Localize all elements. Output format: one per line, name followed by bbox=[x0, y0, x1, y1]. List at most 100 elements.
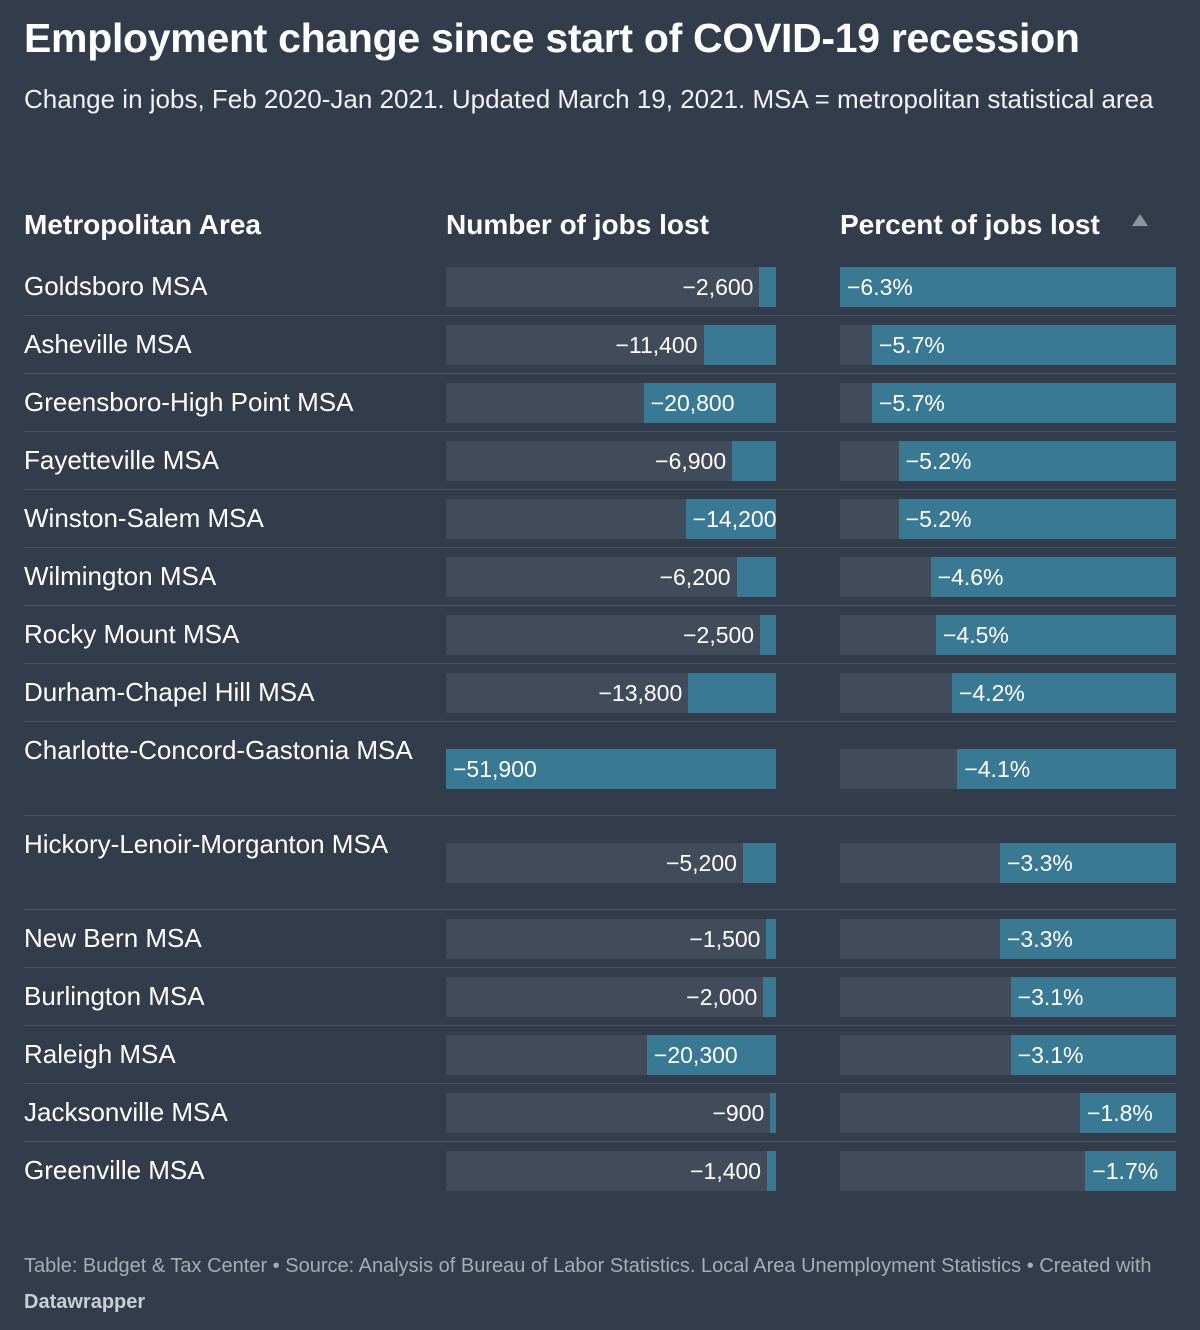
jobs-bar-track: −2,000 bbox=[446, 977, 776, 1017]
jobs-bar-track: −6,900 bbox=[446, 441, 776, 481]
pct-bar bbox=[1010, 1035, 1176, 1075]
jobs-bar-track: −1,400 bbox=[446, 1151, 776, 1191]
pct-value-label: −5.2% bbox=[905, 448, 972, 474]
jobs-value-label: −13,800 bbox=[598, 680, 683, 706]
row-divider bbox=[24, 1141, 1176, 1142]
footer: Table: Budget & Tax Center • Source: Ana… bbox=[24, 1248, 1184, 1320]
pct-bar-track: −3.1% bbox=[840, 1035, 1176, 1075]
pct-bar bbox=[952, 673, 1176, 713]
table-row: New Bern MSA −1,500 −3.3% bbox=[0, 910, 1200, 968]
table-row: Greenville MSA −1,400 −1.7% bbox=[0, 1142, 1200, 1200]
table-row: Jacksonville MSA −900 −1.8% bbox=[0, 1084, 1200, 1142]
pct-bar-track: −3.1% bbox=[840, 977, 1176, 1017]
pct-bar bbox=[1080, 1093, 1176, 1133]
pct-value-label: −3.1% bbox=[1017, 984, 1084, 1010]
table-row: Durham-Chapel Hill MSA −13,800 −4.2% bbox=[0, 664, 1200, 722]
pct-value-label: −3.3% bbox=[1007, 926, 1073, 952]
jobs-value-label: −2,000 bbox=[686, 984, 758, 1010]
pct-value-label: −4.5% bbox=[943, 622, 1009, 648]
chart-subtitle: Change in jobs, Feb 2020-Jan 2021. Updat… bbox=[24, 84, 1154, 114]
pct-bar-track: −5.2% bbox=[840, 441, 1176, 481]
jobs-value-label: −900 bbox=[712, 1100, 765, 1126]
jobs-bar-track: −20,800 bbox=[446, 383, 776, 423]
row-divider bbox=[24, 967, 1176, 968]
jobs-bar-track: −51,900 bbox=[446, 749, 776, 789]
jobs-bar bbox=[688, 673, 776, 713]
pct-value-label: −3.3% bbox=[1007, 850, 1073, 876]
jobs-bar bbox=[732, 441, 776, 481]
row-divider bbox=[24, 489, 1176, 490]
jobs-bar bbox=[766, 919, 776, 959]
pct-value-label: −6.3% bbox=[847, 274, 913, 300]
area-name: Charlotte-Concord-Gastonia MSA bbox=[24, 735, 413, 765]
footer-brand[interactable]: Datawrapper bbox=[24, 1291, 146, 1313]
pct-bar-track: −3.3% bbox=[840, 919, 1176, 959]
pct-bar-track: −4.5% bbox=[840, 615, 1176, 655]
jobs-bar-track: −1,500 bbox=[446, 919, 776, 959]
area-name: Asheville MSA bbox=[24, 329, 192, 359]
footer-text: Table: Budget & Tax Center • Source: Ana… bbox=[24, 1255, 1152, 1277]
jobs-bar bbox=[685, 499, 776, 539]
area-name: Rocky Mount MSA bbox=[24, 619, 240, 649]
row-divider bbox=[24, 1025, 1176, 1026]
pct-bar bbox=[930, 557, 1176, 597]
chart-title: Employment change since start of COVID-1… bbox=[24, 15, 1080, 61]
jobs-bar-track: −14,200 bbox=[446, 499, 776, 539]
jobs-value-label: −51,900 bbox=[453, 756, 537, 782]
jobs-value-label: −20,800 bbox=[650, 390, 735, 416]
table-row: Burlington MSA −2,000 −3.1% bbox=[0, 968, 1200, 1026]
sort-ascending-icon[interactable] bbox=[1132, 214, 1148, 226]
pct-bar bbox=[872, 325, 1176, 365]
jobs-value-label: −2,500 bbox=[683, 622, 755, 648]
jobs-bar bbox=[646, 1035, 776, 1075]
jobs-bar bbox=[763, 977, 776, 1017]
pct-value-label: −4.2% bbox=[959, 680, 1025, 706]
table-row: Goldsboro MSA −2,600 −6.3% bbox=[0, 258, 1200, 316]
jobs-bar bbox=[767, 1151, 776, 1191]
row-divider bbox=[24, 663, 1176, 664]
pct-value-label: −4.1% bbox=[964, 756, 1031, 782]
column-header-area[interactable]: Metropolitan Area bbox=[24, 209, 261, 240]
pct-bar-track: −4.6% bbox=[840, 557, 1176, 597]
pct-value-label: −4.6% bbox=[937, 564, 1004, 590]
area-name: Goldsboro MSA bbox=[24, 271, 208, 301]
area-name: Greensboro-High Point MSA bbox=[24, 387, 354, 417]
area-name: Jacksonville MSA bbox=[24, 1097, 228, 1127]
pct-bar-track: −4.2% bbox=[840, 673, 1176, 713]
pct-bar bbox=[898, 499, 1176, 539]
table-row: Asheville MSA −11,400 −5.7% bbox=[0, 316, 1200, 374]
table-row: Greensboro-High Point MSA −20,800 −5.7% bbox=[0, 374, 1200, 432]
jobs-value-label: −20,300 bbox=[653, 1042, 738, 1068]
jobs-bar-track: −2,500 bbox=[446, 615, 776, 655]
area-name: Winston-Salem MSA bbox=[24, 503, 264, 533]
jobs-value-label: −6,900 bbox=[655, 448, 727, 474]
table-row: Hickory-Lenoir-Morganton MSA −5,200 −3.3% bbox=[0, 816, 1200, 910]
pct-bar-track: −3.3% bbox=[840, 843, 1176, 883]
pct-value-label: −5.7% bbox=[879, 332, 945, 358]
column-header-jobs[interactable]: Number of jobs lost bbox=[446, 209, 709, 240]
pct-bar bbox=[1000, 843, 1176, 883]
table-row: Raleigh MSA −20,300 −3.1% bbox=[0, 1026, 1200, 1084]
pct-bar-track: −5.2% bbox=[840, 499, 1176, 539]
jobs-bar bbox=[703, 325, 776, 365]
jobs-bar-track: −5,200 bbox=[446, 843, 776, 883]
jobs-bar-track: −13,800 bbox=[446, 673, 776, 713]
jobs-bar bbox=[759, 267, 776, 307]
jobs-value-label: −1,400 bbox=[690, 1158, 762, 1184]
pct-bar-track: −4.1% bbox=[840, 749, 1176, 789]
table-row: Winston-Salem MSA −14,200 −5.2% bbox=[0, 490, 1200, 548]
area-name: Greenville MSA bbox=[24, 1155, 205, 1185]
jobs-bar bbox=[760, 615, 776, 655]
table-row: Rocky Mount MSA −2,500 −4.5% bbox=[0, 606, 1200, 664]
jobs-value-label: −11,400 bbox=[615, 332, 698, 358]
jobs-bar bbox=[643, 383, 776, 423]
pct-bar bbox=[1085, 1151, 1176, 1191]
jobs-bar-track: −20,300 bbox=[446, 1035, 776, 1075]
table-row: Fayetteville MSA −6,900 −5.2% bbox=[0, 432, 1200, 490]
row-divider bbox=[24, 547, 1176, 548]
pct-bar bbox=[840, 267, 1176, 307]
column-header-pct[interactable]: Percent of jobs lost bbox=[840, 209, 1100, 240]
area-name: Burlington MSA bbox=[24, 981, 205, 1011]
area-name: New Bern MSA bbox=[24, 923, 202, 953]
jobs-bar-track: −11,400 bbox=[446, 325, 776, 365]
